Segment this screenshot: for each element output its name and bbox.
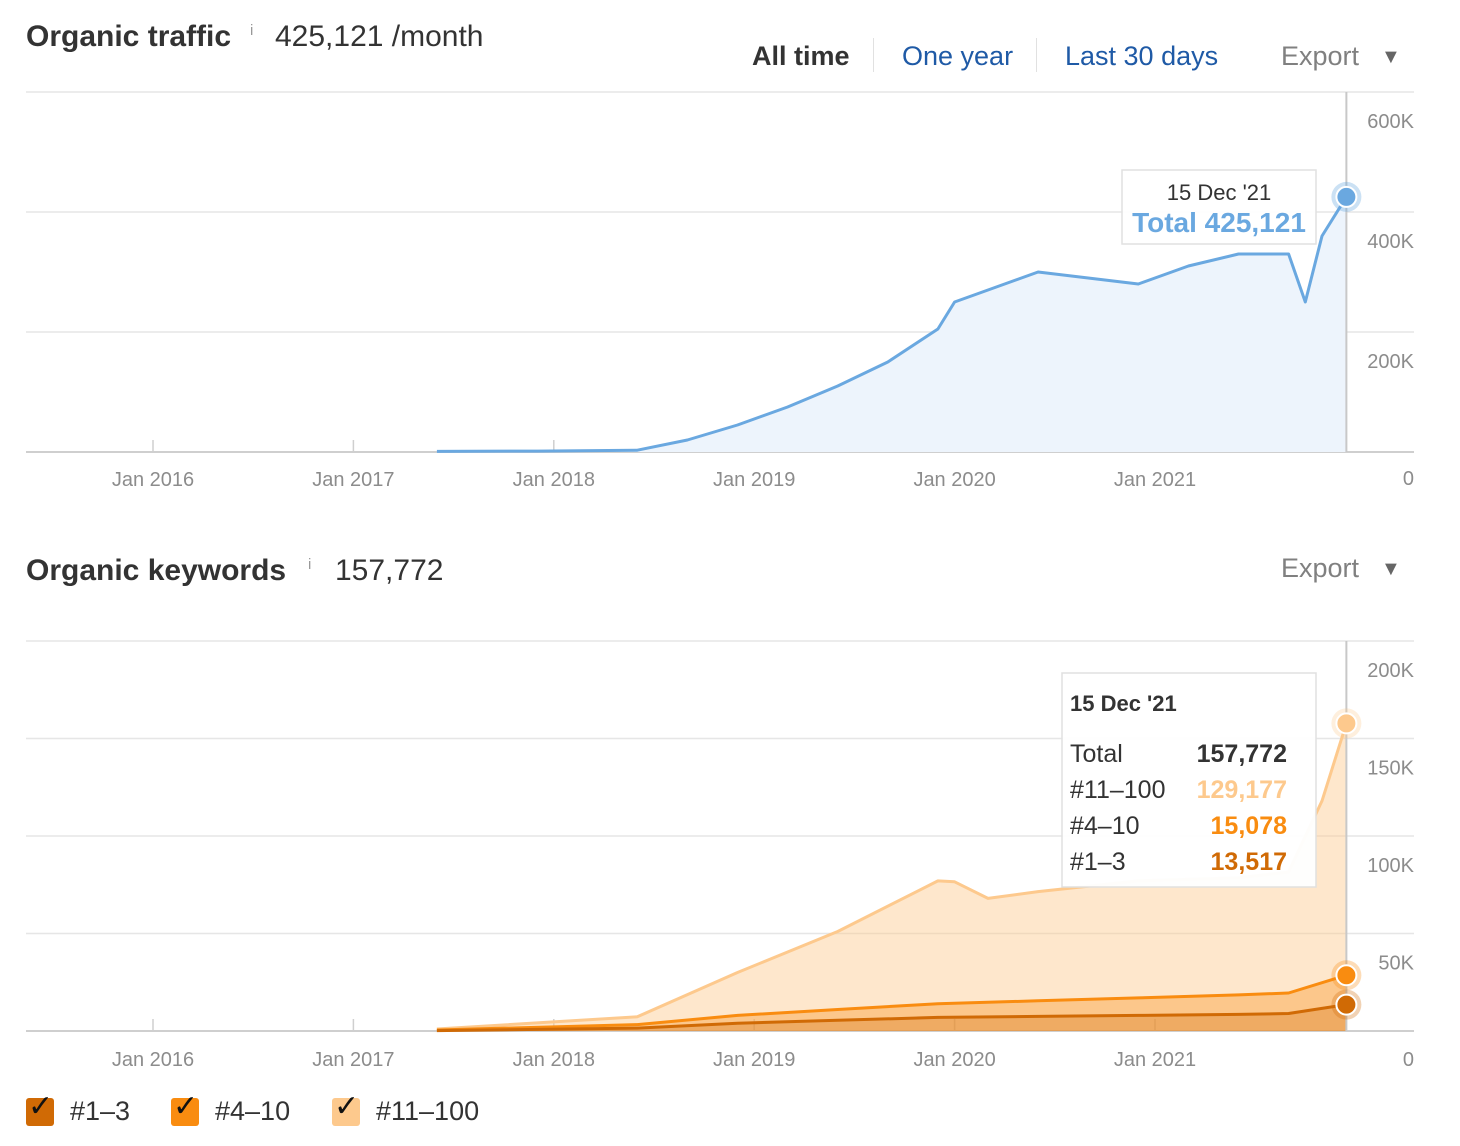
chevron-down-icon[interactable]: ▼ [1381, 558, 1401, 580]
traffic-tooltip: 15 Dec '21 Total 425,121 [1121, 169, 1317, 245]
keywords-info-icon[interactable]: i [308, 556, 312, 573]
traffic-chart[interactable]: Jan 2016 Jan 2017 Jan 2018 Jan 2019 Jan 2020… [0, 80, 1460, 500]
kw-1-3-highlight-point[interactable] [1335, 993, 1358, 1016]
y-tick-label: 200K [1367, 660, 1414, 682]
kw-1-3-area [436, 1004, 1347, 1031]
kw-11-100-highlight-point[interactable] [1335, 712, 1358, 735]
y-tick-label: 400K [1367, 231, 1414, 253]
chevron-down-icon[interactable]: ▼ [1381, 46, 1401, 68]
x-tick-label: Jan 2018 [513, 1049, 595, 1071]
traffic-highlight-point[interactable] [1335, 185, 1358, 208]
y-tick-label: 150K [1367, 758, 1414, 780]
kw-tooltip-value-11-100: 129,177 [1197, 776, 1287, 804]
traffic-tooltip-total: Total 425,121 [1132, 207, 1306, 238]
legend-checkbox-1-3[interactable] [26, 1098, 54, 1126]
y-tick-label: 600K [1367, 111, 1414, 133]
kw-tooltip-label-11-100: #11–100 [1070, 776, 1165, 804]
x-tick-label: Jan 2020 [913, 1049, 995, 1071]
kw-1-3-line [436, 1003, 1347, 1033]
x-tick-label: Jan 2016 [112, 1049, 194, 1071]
x-tick-label: Jan 2021 [1114, 469, 1196, 491]
legend-checkbox-11-100[interactable] [332, 1098, 360, 1126]
legend-label-1-3: #1–3 [70, 1096, 131, 1126]
traffic-header: Organic traffic i 425,121 /month All tim… [26, 16, 1414, 72]
keywords-header: Organic keywords i 157,772 Export ▼ [26, 550, 1414, 600]
kw-tooltip-value-4-10: 15,078 [1211, 812, 1288, 840]
legend-label-4-10: #4–10 [215, 1096, 291, 1126]
y-tick-label: 0 [1403, 468, 1414, 490]
x-tick-label: Jan 2020 [913, 469, 995, 491]
keywords-title: Organic keywords [26, 554, 287, 587]
keywords-chart[interactable]: Jan 2016 Jan 2017 Jan 2018 Jan 2019 Jan 2020… [0, 630, 1460, 1080]
x-tick-label: Jan 2018 [513, 469, 595, 491]
x-tick-label: Jan 2017 [312, 1049, 394, 1071]
legend-checkbox-4-10[interactable] [171, 1098, 199, 1126]
traffic-export-button[interactable]: Export [1281, 41, 1360, 71]
y-tick-label: 50K [1378, 953, 1414, 975]
keywords-export-button[interactable]: Export [1281, 553, 1360, 583]
kw-4-10-line [436, 973, 1347, 1032]
traffic-info-icon[interactable]: i [250, 22, 254, 39]
range-all-time[interactable]: All time [752, 41, 850, 71]
keywords-tooltip: 15 Dec '21 Total 157,772 #11–100 129,177… [1061, 672, 1317, 888]
x-tick-label: Jan 2016 [112, 469, 194, 491]
range-last-30-days[interactable]: Last 30 days [1065, 41, 1219, 71]
kw-tooltip-label-4-10: #4–10 [1070, 812, 1140, 840]
range-one-year[interactable]: One year [902, 41, 1014, 71]
kw-11-100-area [436, 723, 1347, 1031]
x-tick-label: Jan 2017 [312, 469, 394, 491]
kw-4-10-highlight-point[interactable] [1335, 964, 1358, 987]
traffic-title: Organic traffic [26, 20, 232, 53]
kw-tooltip-label-1-3: #1–3 [1070, 848, 1126, 876]
x-tick-label: Jan 2019 [713, 1049, 795, 1071]
keywords-value: 157,772 [335, 554, 444, 587]
x-tick-label: Jan 2019 [713, 469, 795, 491]
range-divider [873, 38, 874, 72]
kw-tooltip-label-total: Total [1070, 740, 1123, 768]
checkmark-icon: ✓ [28, 1089, 54, 1124]
range-divider [1036, 38, 1037, 72]
kw-tooltip-date: 15 Dec '21 [1070, 691, 1177, 716]
traffic-area [436, 196, 1347, 452]
y-tick-label: 200K [1367, 351, 1414, 373]
traffic-tooltip-date: 15 Dec '21 [1167, 180, 1272, 205]
y-tick-label: 100K [1367, 855, 1414, 877]
checkmark-icon: ✓ [334, 1089, 360, 1124]
kw-tooltip-value-1-3: 13,517 [1211, 848, 1287, 876]
y-tick-label: 0 [1403, 1049, 1414, 1071]
traffic-line [436, 196, 1348, 453]
legend-label-11-100: #11–100 [376, 1096, 480, 1126]
x-tick-label: Jan 2021 [1114, 1049, 1196, 1071]
kw-tooltip-value-total: 157,772 [1197, 740, 1287, 768]
checkmark-icon: ✓ [173, 1089, 199, 1124]
traffic-value: 425,121 /month [275, 20, 484, 53]
